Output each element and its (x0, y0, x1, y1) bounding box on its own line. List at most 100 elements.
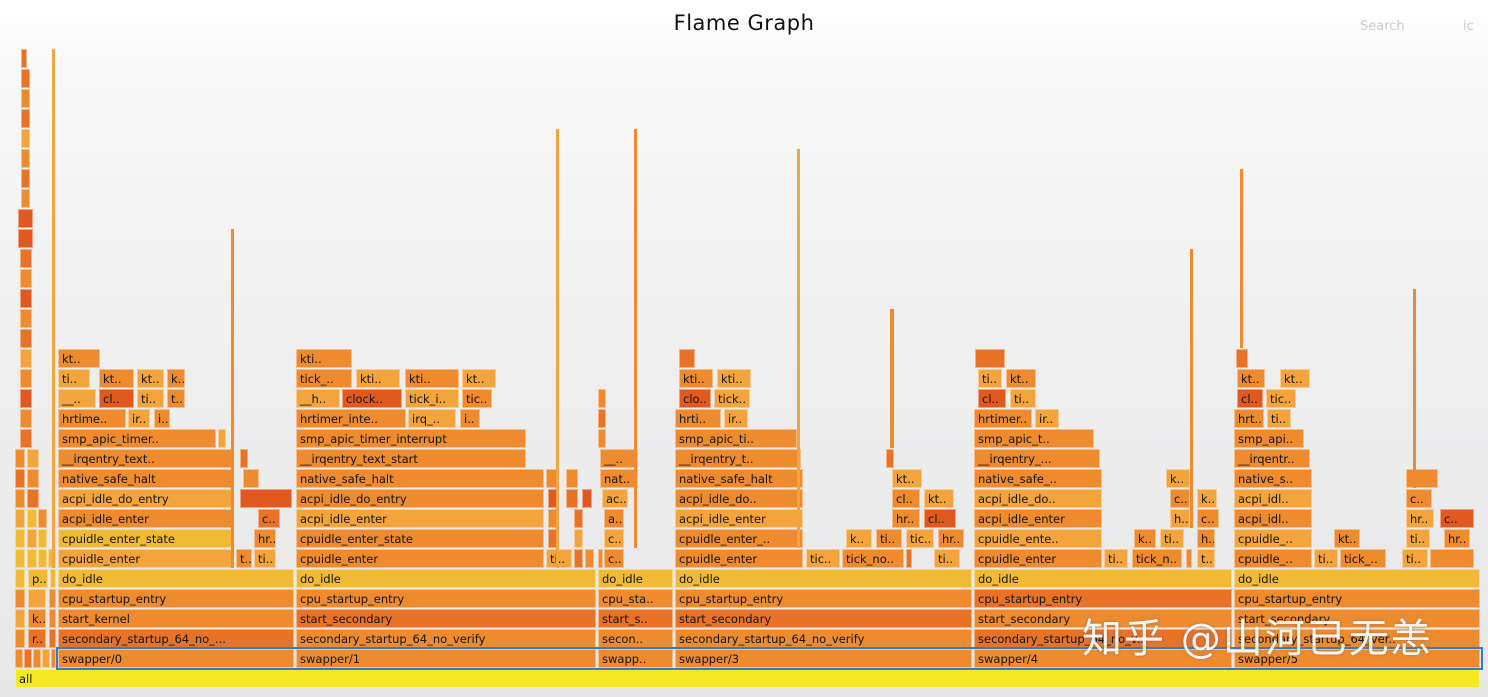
frame-swapper/5[interactable]: swapper/5 (1234, 649, 1480, 668)
frame-c[interactable]: c.. (1197, 509, 1219, 528)
frame-cpuidle_enter_state[interactable]: cpuidle_enter_state (58, 529, 234, 548)
frame-c[interactable]: c.. (1170, 489, 1190, 508)
frame-tic[interactable]: tic.. (906, 529, 934, 548)
frame[interactable] (21, 189, 30, 208)
frame-tick_n[interactable]: tick_n.. (1132, 549, 1182, 568)
frame-hrtimer_inte[interactable]: hrtimer_inte.. (296, 409, 406, 428)
frame-tick_[interactable]: tick_.. (1340, 549, 1386, 568)
frame-t[interactable]: t.. (167, 389, 185, 408)
frame-swapp[interactable]: swapp.. (598, 649, 673, 668)
frame-c[interactable]: c.. (604, 549, 624, 568)
frame-native_safe_halt[interactable]: native_safe_halt (675, 469, 803, 488)
frame-__irqentry_text_start[interactable]: __irqentry_text_start (296, 449, 526, 468)
frame-__[interactable]: __.. (600, 449, 638, 468)
frame-start_secondary[interactable]: start_secondary (1234, 609, 1480, 628)
frame[interactable] (598, 549, 603, 568)
frame-clock[interactable]: clock.. (342, 389, 402, 408)
frame[interactable] (27, 549, 37, 568)
frame-ti[interactable]: ti.. (58, 369, 90, 388)
frame-ac[interactable]: ac.. (602, 489, 628, 508)
frame-cpu_startup_entry[interactable]: cpu_startup_entry (974, 589, 1232, 608)
frame[interactable] (28, 589, 46, 608)
frame[interactable] (574, 509, 583, 528)
frame-cpu_startup_entry[interactable]: cpu_startup_entry (675, 589, 972, 608)
frame-kti[interactable]: kti.. (717, 369, 751, 388)
frame-acpi_idl[interactable]: acpi_idl.. (1234, 489, 1312, 508)
frame[interactable] (1430, 549, 1474, 568)
frame-hrt[interactable]: hrt.. (1234, 409, 1264, 428)
frame-cl[interactable]: cl.. (978, 389, 1006, 408)
frame-swapper/4[interactable]: swapper/4 (974, 649, 1232, 668)
frame-cpuidle_[interactable]: cpuidle_.. (1234, 549, 1312, 568)
frame[interactable] (51, 649, 56, 668)
frame-t[interactable]: t.. (1197, 549, 1215, 568)
frame[interactable] (27, 449, 39, 468)
frame-spike[interactable] (556, 129, 559, 568)
frame[interactable] (15, 509, 25, 528)
frame[interactable] (33, 649, 41, 668)
frame[interactable] (218, 429, 226, 448)
frame-native_safe_[interactable]: native_safe_.. (974, 469, 1102, 488)
frame-kt[interactable]: kt.. (1006, 369, 1036, 388)
frame[interactable] (15, 629, 25, 648)
frame-spike[interactable] (231, 229, 234, 568)
frame-swapper/3[interactable]: swapper/3 (675, 649, 972, 668)
frame-ti[interactable]: ti.. (1104, 549, 1128, 568)
frame-k[interactable]: k.. (28, 609, 46, 628)
frame-k[interactable]: k.. (846, 529, 872, 548)
frame[interactable] (598, 389, 606, 408)
frame-native_safe_halt[interactable]: native_safe_halt (296, 469, 544, 488)
frame[interactable] (243, 469, 259, 488)
frame[interactable] (50, 569, 56, 588)
frame-spike[interactable] (1413, 289, 1416, 488)
frame[interactable] (1186, 549, 1192, 568)
frame[interactable] (574, 549, 583, 568)
frame-k[interactable]: k.. (1197, 489, 1217, 508)
frame-spike[interactable] (52, 49, 55, 568)
frame-kti[interactable]: kti.. (356, 369, 400, 388)
frame-hr[interactable]: hr.. (254, 529, 276, 548)
frame[interactable] (15, 549, 25, 568)
frame[interactable] (679, 349, 695, 368)
frame-do_idle[interactable]: do_idle (974, 569, 1232, 588)
frame-start_secondary[interactable]: start_secondary (675, 609, 972, 628)
frame-c[interactable]: c.. (604, 529, 624, 548)
frame[interactable] (21, 149, 30, 168)
frame-ti[interactable]: ti.. (1267, 409, 1291, 428)
frame[interactable] (21, 89, 30, 108)
frame-r[interactable]: r.. (28, 629, 46, 648)
frame[interactable] (38, 549, 47, 568)
frame[interactable] (20, 369, 32, 388)
frame-swapper/0[interactable]: swapper/0 (58, 649, 294, 668)
frame-secondary_startup_64_no_verify[interactable]: secondary_startup_64_no_verify (675, 629, 972, 648)
frame-cpu_startup_entry[interactable]: cpu_startup_entry (1234, 589, 1480, 608)
frame[interactable] (240, 489, 292, 508)
frame-tick_i[interactable]: tick_i.. (405, 389, 459, 408)
frame-__irqentry_t[interactable]: __irqentry_t.. (675, 449, 801, 468)
frame-k[interactable]: k.. (1134, 529, 1156, 548)
frame[interactable] (27, 489, 39, 508)
frame[interactable] (27, 529, 37, 548)
frame[interactable] (21, 169, 30, 188)
frame[interactable] (21, 129, 30, 148)
frame[interactable] (18, 209, 33, 228)
frame-c[interactable]: c.. (1440, 509, 1474, 528)
frame-start_kernel[interactable]: start_kernel (58, 609, 294, 628)
frame-kti[interactable]: kti.. (405, 369, 459, 388)
frame-do_idle[interactable]: do_idle (598, 569, 673, 588)
frame-kt[interactable]: kt.. (924, 489, 954, 508)
frame-ti[interactable]: ti.. (1160, 529, 1184, 548)
frame-do_idle[interactable]: do_idle (675, 569, 972, 588)
frame[interactable] (20, 409, 32, 428)
frame-__irqentry_[interactable]: __irqentry_... (974, 449, 1100, 468)
frame-tick_no[interactable]: tick_no.. (842, 549, 904, 568)
frame-c[interactable]: c.. (1406, 489, 1432, 508)
frame-hrtimer[interactable]: hrtimer.. (974, 409, 1032, 428)
frame-do_idle[interactable]: do_idle (1234, 569, 1480, 588)
frame-__irqentr[interactable]: __irqentr.. (1234, 449, 1310, 468)
frame-hr[interactable]: hr.. (938, 529, 964, 548)
frame-ti[interactable]: ti.. (137, 389, 164, 408)
frame-ti[interactable]: ti.. (254, 549, 276, 568)
frame-cpuidle_[interactable]: cpuidle_.. (1234, 529, 1312, 548)
frame[interactable] (566, 489, 578, 508)
